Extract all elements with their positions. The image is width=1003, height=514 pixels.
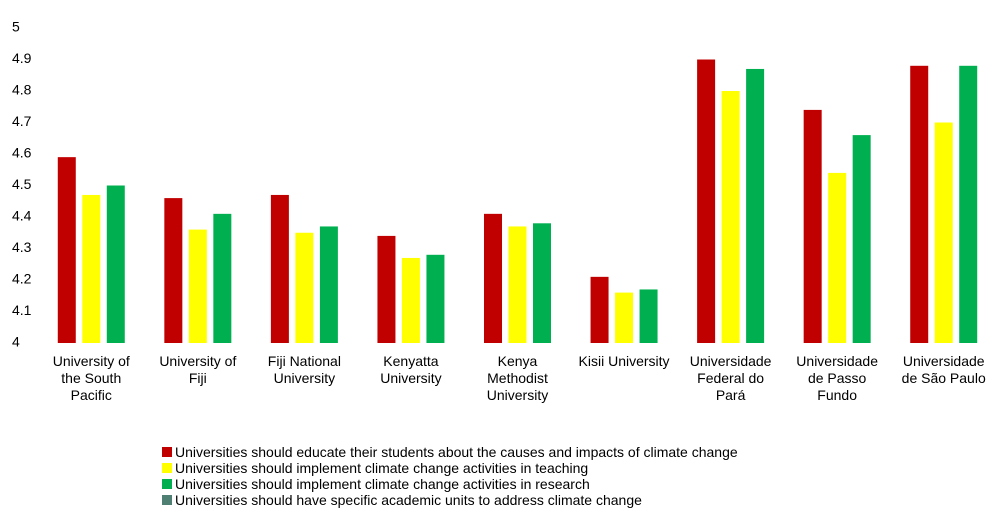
bar: [57, 157, 76, 343]
bar: [106, 185, 125, 343]
bar: [188, 229, 207, 343]
x-tick-label: Kenya Methodist University: [486, 353, 549, 403]
bar: [213, 213, 232, 343]
bar: [426, 254, 445, 343]
y-tick-label: 4.6: [12, 145, 32, 161]
bar: [590, 276, 609, 343]
legend-label: Universities should implement climate ch…: [175, 460, 589, 476]
bar: [697, 59, 716, 343]
x-tick-label: University of the South Pacific: [52, 353, 130, 403]
y-tick-label: 4.4: [12, 208, 32, 224]
bar: [533, 223, 551, 343]
legend-swatch: [162, 479, 172, 489]
bar: [803, 109, 822, 344]
bar: [401, 257, 420, 343]
y-tick-label: 4.7: [12, 113, 32, 129]
legend-label: Universities should implement climate ch…: [175, 476, 590, 492]
bar: [746, 68, 765, 343]
x-tick-label: Fiji National University: [267, 353, 341, 386]
y-tick-label: 4.1: [12, 302, 32, 318]
bar: [164, 198, 183, 343]
x-tick-label: Universidade de Passo Fundo: [796, 353, 879, 403]
legend-item: Universities should have specific academ…: [162, 492, 738, 508]
bar: [377, 235, 396, 343]
x-tick-label: Universidade Federal do Pará: [689, 353, 772, 403]
bar: [959, 65, 978, 344]
x-tick-label: University of Fiji: [159, 353, 237, 386]
legend-swatch: [162, 495, 172, 505]
bar: [484, 213, 502, 343]
y-tick-label: 4: [12, 334, 20, 350]
bar: [934, 122, 953, 343]
bar: [508, 226, 527, 343]
y-tick-label: 4.5: [12, 176, 32, 192]
legend-swatch: [162, 447, 172, 457]
y-tick-label: 4.3: [12, 239, 32, 255]
y-tick-label: 4.8: [12, 82, 32, 98]
legend-item: Universities should implement climate ch…: [162, 460, 738, 476]
bar: [828, 172, 847, 343]
legend-label: Universities should educate their studen…: [175, 444, 738, 460]
legend-item: Universities should implement climate ch…: [162, 476, 738, 492]
y-tick-label: 4.9: [12, 50, 32, 66]
bar: [615, 292, 634, 343]
x-tick-label: Kisii University: [578, 353, 670, 369]
legend-item: Universities should educate their studen…: [162, 444, 738, 460]
legend-label: Universities should have specific academ…: [175, 492, 642, 508]
bar: [852, 135, 871, 343]
bar: [295, 232, 314, 343]
y-tick-label: 5: [12, 19, 20, 35]
x-tick-label: Universidade de São Paulo: [901, 353, 986, 386]
legend: Universities should educate their studen…: [162, 444, 738, 508]
legend-swatch: [162, 463, 172, 473]
y-tick-label: 4.2: [12, 271, 32, 287]
bar: [319, 226, 338, 343]
bar: [910, 65, 929, 344]
bar: [639, 289, 658, 343]
bar: [82, 194, 101, 343]
bar: [721, 91, 740, 343]
bar: [270, 194, 289, 343]
x-tick-label: Kenyatta University: [380, 353, 442, 386]
